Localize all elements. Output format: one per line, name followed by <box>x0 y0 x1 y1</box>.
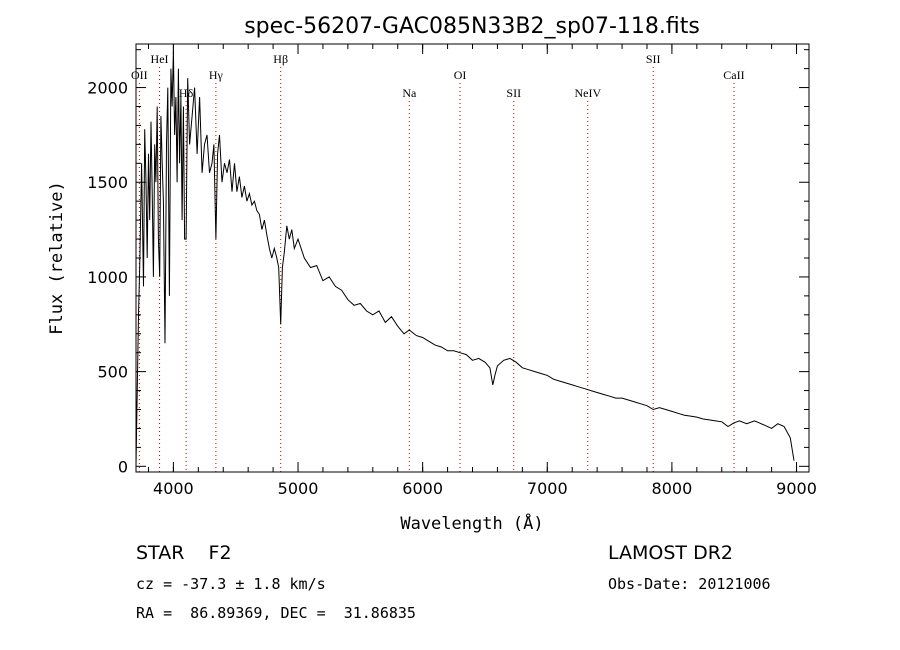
spectral-line-label: Hδ <box>179 86 194 100</box>
spectral-line-label: HeI <box>151 52 169 66</box>
x-tick-label: 9000 <box>776 479 817 498</box>
obs-date-label: Obs-Date: 20121006 <box>608 575 771 593</box>
x-tick-label: 7000 <box>527 479 568 498</box>
y-tick-label: 500 <box>97 363 128 382</box>
coordinates-label: RA = 86.89369, DEC = 31.86835 <box>136 604 416 622</box>
y-tick-label: 0 <box>118 457 128 476</box>
x-tick-label: 8000 <box>652 479 693 498</box>
spectral-line-label: CaII <box>723 68 744 82</box>
chart-title: spec-56207-GAC085N33B2_sp07-118.fits <box>244 14 700 39</box>
spectrum-line <box>135 49 795 467</box>
spectral-line-label: Hγ <box>209 68 224 82</box>
survey-label: LAMOST DR2 <box>608 542 733 564</box>
y-tick-label: 1500 <box>87 173 128 192</box>
spectral-line-label: SII <box>506 86 521 100</box>
spectral-line-markers <box>138 67 735 472</box>
x-tick-label: 6000 <box>402 479 443 498</box>
spectral-line-label: OI <box>454 68 467 82</box>
y-axis-ticks: 0 500 1000 1500 2000 <box>87 49 809 476</box>
star-type-label: STAR F2 <box>136 542 232 564</box>
spectral-line-label: Hβ <box>273 52 288 66</box>
plot-frame <box>135 43 810 473</box>
x-axis-ticks: 4000 5000 6000 7000 8000 9000 <box>147 44 817 498</box>
spectral-line-label: SII <box>646 52 661 66</box>
spectral-line-label: NeIV <box>574 86 601 100</box>
redshift-label: cz = -37.3 ± 1.8 km/s <box>136 575 326 593</box>
x-axis-label: Wavelength (Å) <box>400 512 543 534</box>
y-axis-label: Flux (relative) <box>47 181 67 335</box>
spectral-line-label: OII <box>131 68 148 82</box>
spectral-line-label: Na <box>402 86 417 100</box>
x-tick-label: 5000 <box>278 479 319 498</box>
x-tick-label: 4000 <box>153 479 194 498</box>
y-tick-label: 1000 <box>87 268 128 287</box>
y-tick-label: 2000 <box>87 79 128 98</box>
